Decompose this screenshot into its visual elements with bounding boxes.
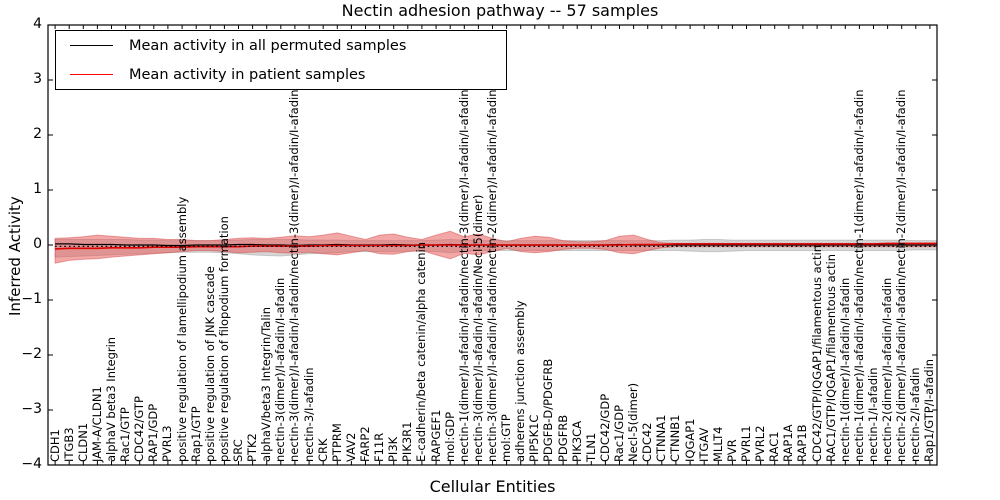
legend-label-permuted: Mean activity in all permuted samples [129,37,407,54]
legend-label-patient: Mean activity in patient samples [129,66,366,83]
legend-line-red [70,74,113,75]
legend: Mean activity in all permuted samples Me… [55,30,507,90]
legend-entry-patient: Mean activity in patient samples [70,67,506,83]
chart-title: Nectin adhesion pathway -- 57 samples [341,1,659,20]
y-axis-label: Inferred Activity [6,196,24,316]
legend-entry-permuted: Mean activity in all permuted samples [70,38,506,54]
axes-frame [47,24,938,466]
legend-line-black [70,45,113,46]
x-axis-label: Cellular Entities [429,477,556,496]
